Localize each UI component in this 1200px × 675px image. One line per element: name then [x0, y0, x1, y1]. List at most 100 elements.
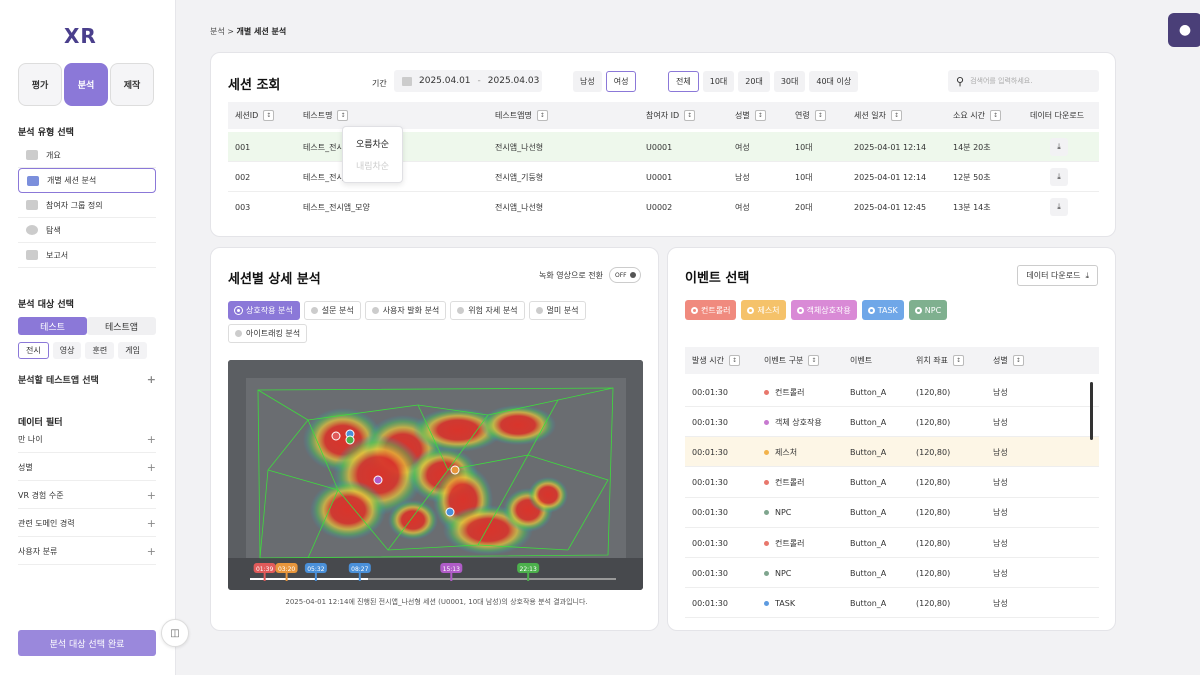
table-row[interactable]: 00:01:30 컨트롤러 Button_A (120,80) 남성	[685, 468, 1099, 498]
category-label: 제스처	[775, 447, 798, 457]
tab-motion-sickness[interactable]: 멀미 분석	[528, 301, 586, 320]
download-icon[interactable]: ⤓	[1050, 168, 1068, 186]
col-event-category[interactable]: 이벤트 구분 ↕	[764, 347, 820, 374]
table-row[interactable]: 003 테스트_전시앱_모양 전시앱_나선형 U0002 여성 20대 2025…	[228, 192, 1099, 222]
col-event-time[interactable]: 발생 시간 ↕	[692, 347, 740, 374]
sort-icon[interactable]: ↕	[536, 110, 548, 121]
plus-icon: +	[146, 517, 156, 530]
tab-posture[interactable]: 위험 자세 분석	[450, 301, 525, 320]
type-item-overview[interactable]: 개요	[18, 143, 156, 168]
session-lookup-card: 세션 조회 기간 2025.04.01 - 2025.04.03 남성 여성 전…	[210, 52, 1116, 237]
table-row[interactable]: 00:01:30 NPC Button_A (120,80) 남성	[685, 558, 1099, 589]
sidebar-collapse-button[interactable]: ◫	[161, 619, 189, 647]
tab-speech[interactable]: 사용자 발화 분석	[364, 301, 447, 320]
sort-icon[interactable]: ↕	[808, 355, 820, 366]
tab-eyetracking[interactable]: 아이트래킹 분석	[228, 324, 308, 343]
testapp-select-row[interactable]: 분석할 테스트앱 선택 +	[18, 366, 156, 392]
timeline-marker[interactable]: 22:13	[517, 563, 540, 581]
col-session-date[interactable]: 세션 일자 ↕	[854, 102, 902, 129]
age-chip-30s[interactable]: 30대	[773, 71, 806, 92]
breadcrumb-parent[interactable]: 분석	[210, 27, 225, 36]
sort-icon[interactable]: ↕	[728, 355, 740, 366]
sort-icon[interactable]: ↕	[814, 110, 826, 121]
col-test-name[interactable]: 테스트명 ↕	[303, 102, 349, 129]
event-chip-controller[interactable]: 컨트롤러	[685, 300, 737, 320]
filter-gender[interactable]: 성별 +	[18, 455, 156, 481]
table-row[interactable]: 00:01:30 객체 상호작용 Button_A (120,80) 남성	[685, 407, 1099, 438]
sort-icon[interactable]: ↕	[952, 355, 964, 366]
filter-age[interactable]: 만 나이 +	[18, 427, 156, 453]
gender-chip-female[interactable]: 여성	[605, 71, 637, 92]
event-chip-gesture[interactable]: 제스처	[741, 300, 786, 320]
timeline-marker[interactable]: 15:13	[440, 563, 463, 581]
search-input[interactable]: ⚲ 검색어를 입력하세요.	[948, 70, 1099, 92]
col-age[interactable]: 연령 ↕	[795, 102, 826, 129]
age-chip-20s[interactable]: 20대	[738, 71, 770, 92]
sort-descending-option[interactable]: 내림차순	[355, 161, 390, 172]
mode-tab-create[interactable]: 제작	[110, 63, 154, 106]
event-chip-object[interactable]: 객체상호작용	[790, 300, 857, 320]
interaction-heatmap[interactable]: 01:39 03:20 05:32 08:27 15:13 22:13	[228, 360, 643, 590]
col-session-id[interactable]: 세션ID ↕	[235, 102, 275, 129]
col-coord[interactable]: 위치 좌표 ↕	[916, 347, 964, 374]
tab-interaction[interactable]: 상호작용 분석	[228, 301, 300, 320]
sort-icon[interactable]: ↕	[263, 110, 275, 121]
plus-icon: +	[146, 461, 156, 474]
sort-icon[interactable]: ↕	[754, 110, 766, 121]
timeline-marker[interactable]: 05:32	[304, 563, 327, 581]
sort-icon[interactable]: ↕	[337, 110, 349, 121]
download-icon[interactable]: ⤓	[1050, 198, 1068, 216]
type-item-explore[interactable]: 탐색	[18, 218, 156, 243]
col-duration[interactable]: 소요 시간 ↕	[953, 102, 1001, 129]
radio-icon	[235, 307, 242, 314]
target-tab-testapp[interactable]: 테스트앱	[87, 317, 156, 335]
category-tab-game[interactable]: 게임	[118, 342, 147, 359]
col-testapp-name[interactable]: 테스트앱명 ↕	[495, 102, 548, 129]
type-item-session[interactable]: 개별 세션 분석	[18, 168, 156, 193]
table-row[interactable]: 00:01:30 NPC Button_A (120,80) 남성	[685, 498, 1099, 528]
complete-selection-button[interactable]: 분석 대상 선택 완료	[18, 630, 156, 656]
event-table-scrollbar[interactable]	[1090, 382, 1093, 440]
table-row[interactable]: 00:01:30 컨트롤러 Button_A (120,80) 남성	[685, 377, 1099, 407]
table-row[interactable]: 00:01:30 제스처 Button_A (120,80) 남성	[685, 437, 1099, 468]
target-tab-test[interactable]: 테스트	[18, 317, 87, 335]
table-row[interactable]: 00:01:30 컨트롤러 Button_A (120,80) 남성	[685, 528, 1099, 558]
sort-icon[interactable]: ↕	[684, 110, 696, 121]
col-event[interactable]: 이벤트	[850, 347, 872, 374]
age-chip-40plus[interactable]: 40대 이상	[809, 71, 859, 92]
table-row[interactable]: 00:01:30 TASK Button_A (120,80) 남성	[685, 588, 1099, 619]
tab-survey[interactable]: 설문 분석	[303, 301, 361, 320]
sort-ascending-option[interactable]: 오름차순	[355, 139, 390, 150]
download-icon[interactable]: ⤓	[1050, 138, 1068, 156]
mode-tab-evaluate[interactable]: 평가	[18, 63, 62, 106]
date-range-picker[interactable]: 2025.04.01 - 2025.04.03	[394, 70, 542, 92]
data-filter-title: 데이터 필터	[18, 418, 63, 428]
filter-user-class[interactable]: 사용자 분류 +	[18, 539, 156, 565]
timeline-marker[interactable]: 03:20	[275, 563, 298, 581]
col-gender[interactable]: 성별 ↕	[735, 102, 766, 129]
timeline-marker[interactable]: 01:39	[253, 563, 276, 581]
type-item-group[interactable]: 참여자 그룹 정의	[18, 193, 156, 218]
filter-domain-career[interactable]: 관련 도메인 경력 +	[18, 511, 156, 537]
col-event-gender[interactable]: 성별 ↕	[993, 347, 1024, 374]
age-chip-all[interactable]: 전체	[668, 71, 699, 92]
filter-vr-experience[interactable]: VR 경험 수준 +	[18, 483, 156, 509]
user-avatar[interactable]: ●	[1168, 13, 1200, 47]
gender-chip-male[interactable]: 남성	[573, 71, 602, 92]
sort-icon[interactable]: ↕	[890, 110, 902, 121]
category-tab-exhibit[interactable]: 전시	[18, 342, 49, 359]
age-chip-10s[interactable]: 10대	[702, 71, 735, 92]
event-chip-npc[interactable]: NPC	[908, 300, 948, 320]
sort-icon[interactable]: ↕	[989, 110, 1001, 121]
event-chip-task[interactable]: TASK	[861, 300, 904, 320]
data-download-button[interactable]: 데이터 다운로드 ⤓	[1017, 265, 1098, 286]
recording-toggle[interactable]: OFF	[609, 267, 641, 283]
timeline-marker[interactable]: 08:27	[348, 563, 371, 581]
category-tab-training[interactable]: 훈련	[85, 342, 115, 359]
table-row[interactable]: 002 테스트_전시 전시앱_기둥형 U0001 남성 10대 2025-04-…	[228, 162, 1099, 192]
sort-icon[interactable]: ↕	[1012, 355, 1024, 366]
col-participant-id[interactable]: 참여자 ID ↕	[646, 102, 696, 129]
mode-tab-analysis[interactable]: 분석	[64, 63, 108, 106]
type-item-report[interactable]: 보고서	[18, 243, 156, 268]
category-tab-video[interactable]: 영상	[52, 342, 82, 359]
